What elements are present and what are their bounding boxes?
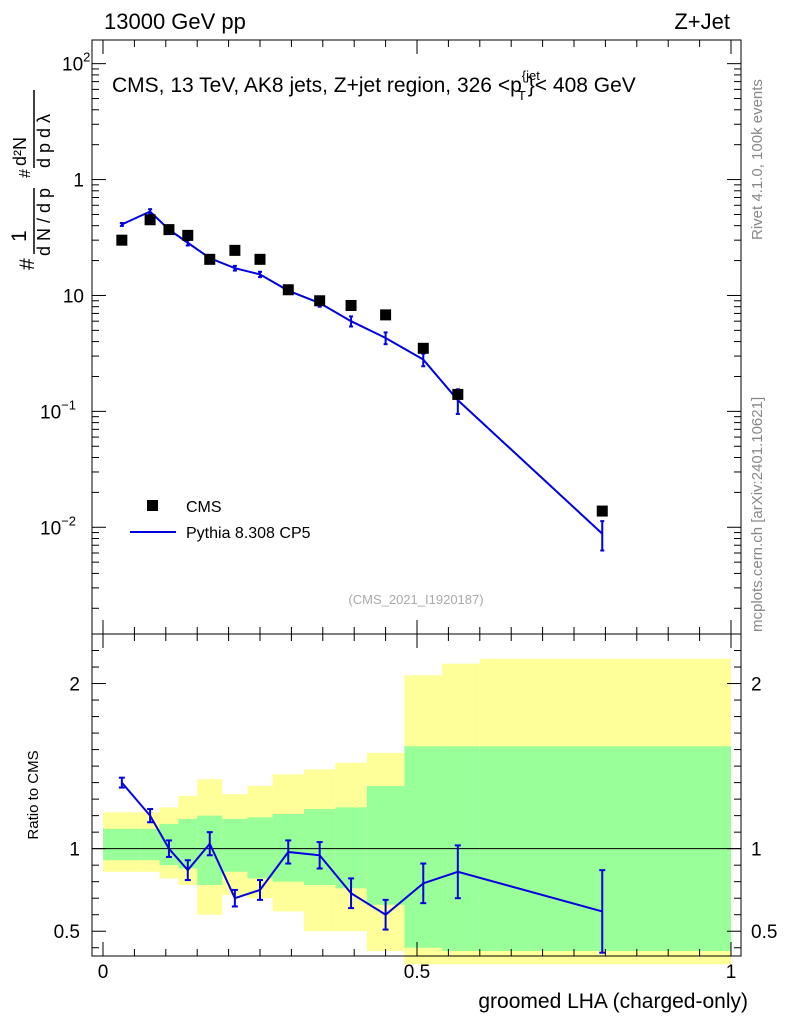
rivet-version-text: Rivet 4.1.0, 100k events (749, 79, 766, 240)
main-ytick-label: 1 (73, 171, 84, 192)
ratio-ytick-label: 0.5 (54, 922, 80, 943)
cms-point (254, 253, 266, 265)
cms-point (204, 253, 216, 265)
main-ylabel-frac1-den: d N / d p (34, 188, 54, 256)
ratio-xtick-label: 0.5 (404, 962, 430, 983)
main-title-text: CMS, 13 TeV, AK8 jets, Z+jet region, 326… (112, 74, 522, 97)
main-ytick-label: 102 (62, 50, 90, 76)
ratio-band-green (222, 818, 248, 872)
main-ytick-exponent: −2 (61, 513, 76, 528)
legend-label-cms: CMS (186, 499, 222, 516)
ratio-band-green (140, 828, 160, 861)
main-plot-marks (116, 208, 608, 552)
ratio-ylabel: Ratio to CMS (25, 750, 42, 839)
main-title-sup: {jet (522, 68, 540, 83)
main-ylabel-frac1-num: 1 (8, 230, 31, 242)
cms-point (345, 299, 357, 311)
ratio-band-green (247, 817, 273, 879)
ratio-ytick-label-right: 0.5 (751, 922, 777, 943)
ratio-plot-marks (118, 776, 606, 954)
main-title: CMS, 13 TeV, AK8 jets, Z+jet region, 326… (112, 68, 636, 103)
ratio-ytick-label: 1 (69, 840, 80, 861)
ratio-band-green (335, 807, 367, 889)
cms-point (452, 388, 464, 400)
analysis-watermark: (CMS_2021_I1920187) (348, 592, 483, 607)
header-right: Z+Jet (674, 9, 730, 34)
main-ytick-label: 10 (63, 286, 84, 307)
main-title-tail: }< 408 GeV (528, 74, 636, 97)
header-left: 13000 GeV pp (104, 9, 246, 34)
ratio-uncertainty-bands (92, 658, 741, 965)
legend-marker-cms (147, 500, 158, 511)
main-ytick-exponent: −1 (61, 397, 76, 412)
main-ytick-base: 10 (40, 518, 61, 539)
main-ylabel-text: # (16, 258, 39, 270)
main-ytick-exponent: 2 (83, 50, 90, 65)
main-ylabel-frac2-num: d²N (10, 137, 30, 166)
cms-point (144, 214, 156, 226)
ratio-ytick-label-right: 2 (751, 675, 762, 696)
ratio-xtick-label: 1 (726, 962, 737, 983)
main-ytick-label: 10−1 (40, 397, 76, 423)
ratio-line (121, 781, 603, 916)
cms-point (282, 284, 294, 296)
main-title-sub: T (518, 88, 526, 103)
main-ylabel: # 1 d N / d p # d²N d p d λ (8, 90, 54, 270)
main-ylabel-hash2: # (17, 169, 34, 178)
ratio-band-green (178, 818, 198, 869)
main-ytick-base: 10 (62, 55, 83, 76)
cms-point (163, 224, 175, 236)
ratio-ytick-label-right: 1 (751, 840, 762, 861)
ratio-xlabel: groomed LHA (charged-only) (478, 990, 748, 1013)
cms-point (116, 234, 128, 246)
pythia-line (121, 210, 603, 535)
ratio-band-green (103, 828, 141, 861)
main-panel-frame (91, 39, 742, 635)
ratio-ytick-label: 2 (69, 675, 80, 696)
cms-point (380, 309, 392, 321)
ratio-band-green (404, 746, 443, 948)
cms-point (314, 295, 326, 307)
mcplots-text: mcplots.cern.ch [arXiv:2401.10621] (749, 397, 766, 632)
cms-point (417, 342, 429, 354)
cms-point (596, 505, 608, 517)
legend-label-pythia: Pythia 8.308 CP5 (186, 525, 311, 542)
main-ytick-base: 10 (40, 402, 61, 423)
cms-point (229, 244, 241, 256)
main-ylabel-frac2-den: d p d λ (34, 114, 54, 168)
ratio-band-green (366, 785, 405, 905)
cms-point (182, 229, 194, 241)
ratio-xtick-label: 0 (98, 962, 109, 983)
main-ytick-label: 10−2 (40, 513, 76, 539)
